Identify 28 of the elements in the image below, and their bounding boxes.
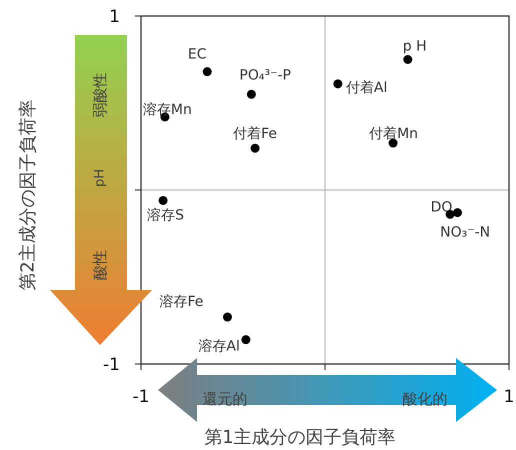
- point: [202, 67, 212, 76]
- text: 還元的: [202, 390, 248, 408]
- point: [241, 335, 250, 344]
- x-axis-title: 第1主成分の因子負荷率: [204, 427, 396, 448]
- series-label: EC: [188, 46, 207, 63]
- series-label: 溶存S: [147, 207, 184, 224]
- point: [250, 144, 260, 153]
- point: [222, 312, 232, 322]
- text: pH: [92, 168, 108, 188]
- series-label: 付着Fe: [232, 126, 277, 142]
- series-label: 溶存Mn: [142, 102, 192, 118]
- series-label: p H: [402, 38, 427, 54]
- text: 酸化的: [402, 390, 448, 408]
- point: [333, 79, 342, 88]
- text: 酸性: [91, 250, 109, 280]
- point: [452, 208, 462, 218]
- point: [158, 196, 168, 205]
- text: 弱酸性: [91, 72, 109, 118]
- series-label: DO: [430, 200, 452, 216]
- point: [403, 55, 412, 64]
- series-label: 溶存Fe: [159, 294, 204, 310]
- y-axis-title: 第2主成分の因子負荷率: [18, 99, 38, 291]
- point: [246, 90, 256, 99]
- series-label: 付着Mn: [368, 126, 418, 142]
- series-label: NO₃⁻-N: [440, 224, 490, 240]
- series-label: 溶存Al: [198, 338, 240, 355]
- series-label: 付着Al: [344, 80, 388, 96]
- series-label: PO₄³⁻-P: [239, 67, 291, 84]
